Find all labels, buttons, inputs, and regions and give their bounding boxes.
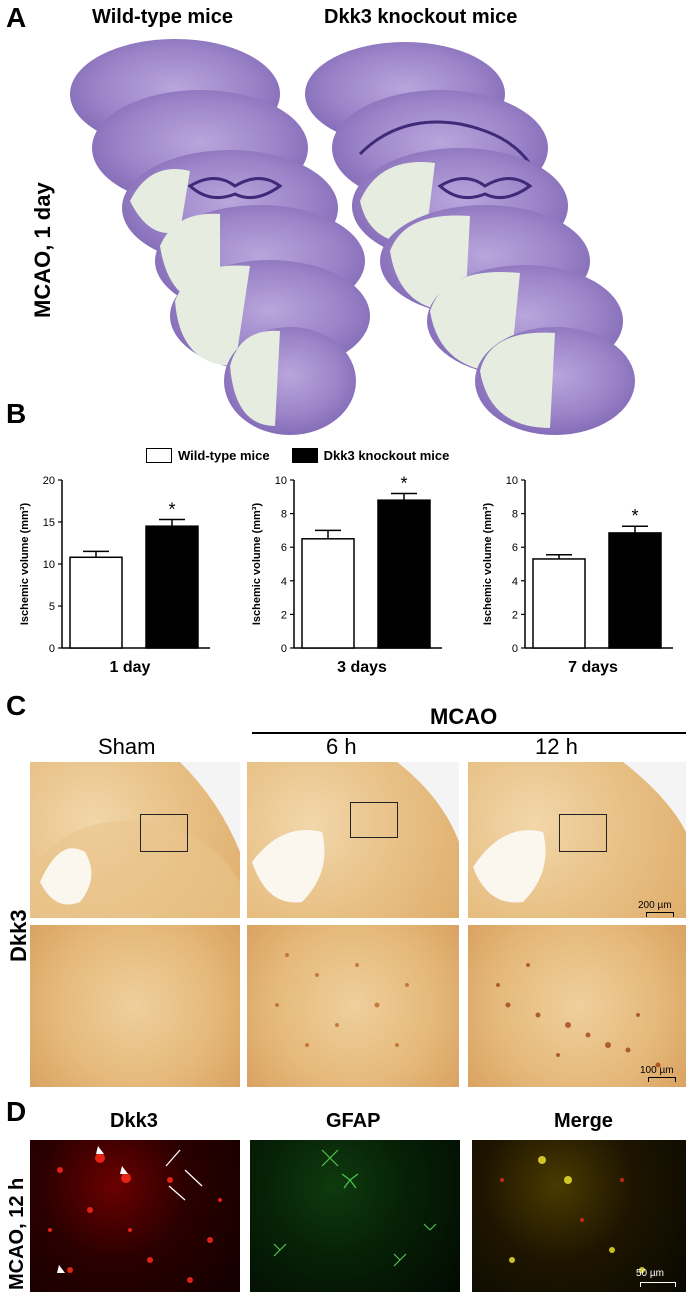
micrograph-12h-high: 100 µm xyxy=(468,925,686,1087)
y-axis-label: Ischemic volume (mm³) xyxy=(482,503,494,626)
micrograph-6h-high xyxy=(247,925,459,1087)
panel-a-col2-header: Dkk3 knockout mice xyxy=(324,6,518,28)
legend-swatch-knockout xyxy=(291,447,318,463)
inset-box-6h xyxy=(350,802,398,838)
wild-type-section-stack xyxy=(70,39,370,435)
bar-knockout xyxy=(608,532,662,649)
y-tick-label: 0 xyxy=(49,643,55,655)
y-tick-label: 20 xyxy=(43,475,55,487)
panel-a-letter: A xyxy=(6,2,27,33)
panel-a-row-label: MCAO, 1 day xyxy=(30,182,55,318)
scale-label-bottom: 100 µm xyxy=(640,1065,674,1076)
bar-wild-type xyxy=(301,538,355,649)
bar-chart-1-day: 0 5 10 15 20 Ischemic volume (mm³) * 1 day xyxy=(19,475,210,676)
panel-c-col3-header: 12 h xyxy=(535,734,578,759)
brain-sections-image xyxy=(70,39,635,435)
y-axis-label: Ischemic volume (mm³) xyxy=(19,503,31,626)
scale-label-top: 200 µm xyxy=(638,900,672,911)
micrograph-sham-high xyxy=(30,925,240,1087)
y-tick-label: 8 xyxy=(512,509,518,521)
y-tick-label: 4 xyxy=(281,576,287,588)
y-tick-label: 0 xyxy=(281,643,287,655)
legend-swatch-wild-type xyxy=(146,447,172,463)
panel-d-col3-header: Merge xyxy=(554,1110,613,1132)
bar-wild-type xyxy=(69,556,123,649)
significance-marker: * xyxy=(631,506,638,526)
scale-label-d: 50 µm xyxy=(636,1268,664,1279)
panel-c-col1-header: Sham xyxy=(98,734,156,759)
fluorescence-gfap xyxy=(250,1140,460,1292)
x-axis-label: 3 days xyxy=(337,659,387,676)
legend: Wild-type mice Dkk3 knockout mice xyxy=(146,446,449,464)
y-tick-label: 5 xyxy=(49,601,55,613)
knockout-section-stack xyxy=(305,42,635,435)
y-tick-label: 0 xyxy=(512,643,518,655)
y-tick-label: 8 xyxy=(281,509,287,521)
panel-d-row-label: MCAO, 12 h xyxy=(6,1177,28,1290)
panel-b-letter: B xyxy=(6,398,27,429)
y-tick-label: 10 xyxy=(43,559,55,571)
panel-d-col1-header: Dkk3 xyxy=(110,1110,158,1132)
bar-chart-7-days: 0 2 4 6 8 10 Ischemic volume (mm³) * 7 days xyxy=(482,475,673,676)
panel-c-row-label: Dkk3 xyxy=(6,909,31,962)
y-tick-label: 2 xyxy=(512,609,518,621)
y-tick-label: 6 xyxy=(512,542,518,554)
scale-bar-top xyxy=(646,912,674,917)
scale-bar-d xyxy=(640,1282,676,1287)
significance-marker: * xyxy=(400,473,407,493)
inset-box-sham xyxy=(140,814,188,852)
panel-c-group-label: MCAO xyxy=(430,704,498,729)
legend-label-wild-type: Wild-type mice xyxy=(178,447,270,463)
y-tick-label: 4 xyxy=(512,576,518,588)
panel-a-col1-header: Wild-type mice xyxy=(92,6,233,28)
bar-chart-3-days: 0 2 4 6 8 10 Ischemic volume (mm³) * 3 days xyxy=(251,473,442,676)
x-axis-label: 7 days xyxy=(568,659,618,676)
significance-marker: * xyxy=(168,499,175,519)
panel-d-col2-header: GFAP xyxy=(326,1110,381,1132)
bar-knockout xyxy=(377,499,431,649)
mcao-group-line xyxy=(252,732,686,734)
inset-box-12h xyxy=(559,814,607,852)
y-tick-label: 10 xyxy=(275,475,287,487)
panel-c-col2-header: 6 h xyxy=(326,734,357,759)
panel-c-letter: C xyxy=(6,690,27,721)
y-tick-label: 15 xyxy=(43,517,55,529)
panel-d-letter: D xyxy=(6,1096,27,1127)
bar-wild-type xyxy=(532,558,586,649)
y-axis-label: Ischemic volume (mm³) xyxy=(251,503,263,626)
micrograph-12h-low: 200 µm xyxy=(468,762,686,918)
fluorescence-merge: 50 µm xyxy=(472,1140,686,1292)
micrograph-6h-low xyxy=(247,762,459,918)
y-tick-label: 10 xyxy=(506,475,518,487)
scale-bar-bottom xyxy=(648,1077,676,1082)
bar-knockout xyxy=(145,525,199,649)
legend-label-knockout: Dkk3 knockout mice xyxy=(323,447,450,463)
y-tick-label: 6 xyxy=(281,542,287,554)
micrograph-sham-low xyxy=(30,762,240,918)
x-axis-label: 1 day xyxy=(110,659,151,676)
y-tick-label: 2 xyxy=(281,609,287,621)
fluorescence-dkk3 xyxy=(30,1140,240,1292)
